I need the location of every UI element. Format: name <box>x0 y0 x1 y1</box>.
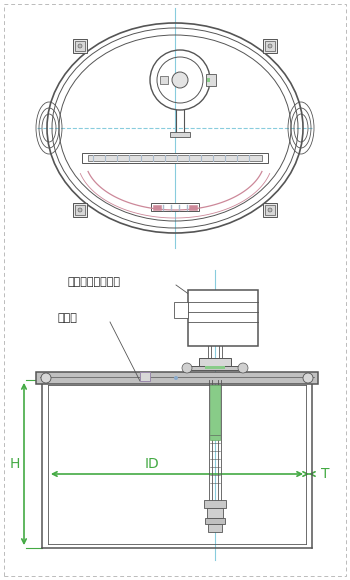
Text: ケミカルミキサー: ケミカルミキサー <box>68 277 121 287</box>
Bar <box>188 290 258 346</box>
Bar <box>82 153 268 163</box>
Circle shape <box>238 363 248 373</box>
Bar <box>151 203 199 211</box>
Bar <box>88 155 262 161</box>
Bar <box>36 372 318 384</box>
Bar <box>153 205 161 210</box>
Text: ID: ID <box>145 457 159 471</box>
Bar <box>207 78 210 82</box>
Text: 開閉蔃: 開閉蔃 <box>58 313 78 323</box>
Circle shape <box>268 44 272 48</box>
Bar <box>170 132 190 137</box>
Bar <box>206 74 216 86</box>
Text: T: T <box>321 467 329 481</box>
Circle shape <box>41 373 51 383</box>
Bar <box>205 518 225 524</box>
Ellipse shape <box>172 72 188 88</box>
Bar <box>204 500 226 508</box>
Bar <box>174 302 188 318</box>
Circle shape <box>78 44 82 48</box>
Circle shape <box>78 208 82 212</box>
Bar <box>160 76 168 84</box>
Circle shape <box>268 208 272 212</box>
Circle shape <box>303 373 313 383</box>
Bar <box>207 508 223 518</box>
Bar <box>187 366 243 370</box>
Bar <box>199 358 231 366</box>
Ellipse shape <box>47 23 303 233</box>
Bar <box>140 372 150 381</box>
Circle shape <box>174 376 178 380</box>
Circle shape <box>182 363 192 373</box>
Bar <box>210 385 220 440</box>
Bar <box>208 524 222 532</box>
Bar <box>189 205 197 210</box>
Text: H: H <box>10 457 20 471</box>
Bar <box>205 366 225 369</box>
